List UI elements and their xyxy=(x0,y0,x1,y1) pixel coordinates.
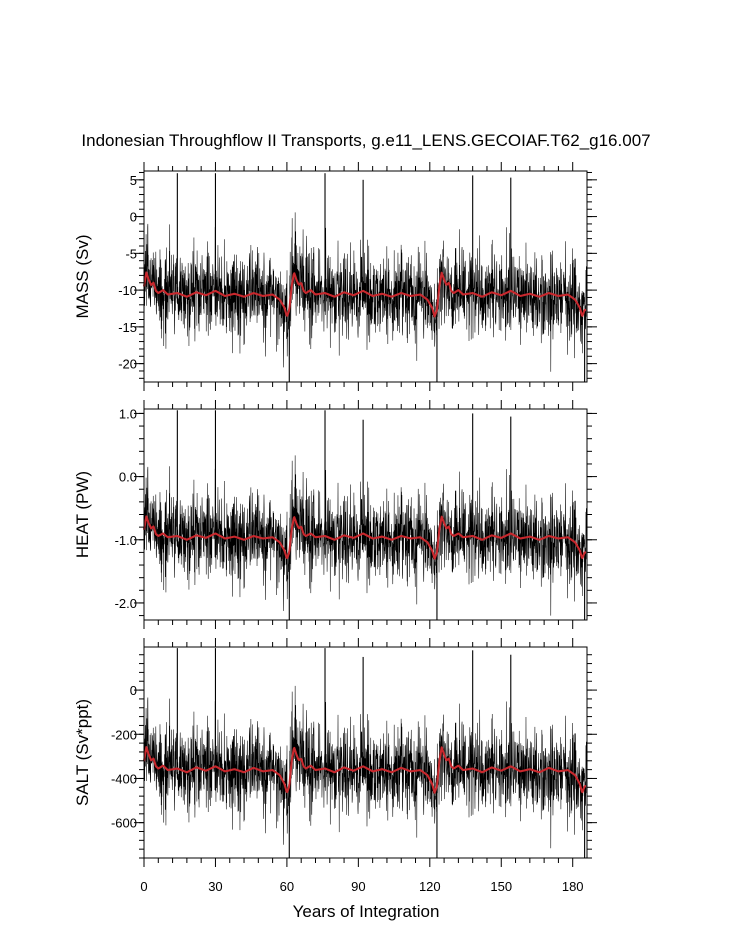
x-tick-label: 180 xyxy=(562,879,584,894)
salt-raw-series-line xyxy=(143,685,588,849)
chart-title: Indonesian Throughflow II Transports, g.… xyxy=(81,131,650,150)
x-tick-label: 120 xyxy=(419,879,441,894)
salt-y-axis-title: SALT (Sv*ppt) xyxy=(73,699,92,806)
panel-mass: 5 0 -5 -10 -15 -20 MASS (Sv) xyxy=(73,162,597,391)
salt-y-tick-label: -400 xyxy=(111,771,137,786)
panel-heat: 1.0 0.0 -1.0 -2.0 HEAT (PW) xyxy=(73,400,597,629)
mass-y-axis-title: MASS (Sv) xyxy=(73,234,92,318)
heat-smoothed-series-line xyxy=(142,515,587,560)
chart-panels: 5 0 -5 -10 -15 -20 MASS (Sv) 1.0 0.0 -1.0 -2.0 HEAT… xyxy=(73,162,597,894)
x-tick-label: 30 xyxy=(208,879,222,894)
x-tick-label: 150 xyxy=(490,879,512,894)
mass-y-tick-label: -20 xyxy=(118,357,137,372)
salt-y-tick-label: -200 xyxy=(111,727,137,742)
salt-panel-frame xyxy=(143,646,588,859)
x-axis-title: Years of Integration xyxy=(293,902,440,921)
mass-raw-series-line xyxy=(143,212,588,372)
heat-y-tick-label: 1.0 xyxy=(119,406,137,421)
heat-raw-series-line xyxy=(143,455,588,616)
x-tick-label: 90 xyxy=(351,879,365,894)
mass-y-tick-label: -5 xyxy=(125,246,137,261)
x-tick-label: 0 xyxy=(140,879,147,894)
heat-y-tick-label: -1.0 xyxy=(115,533,137,548)
mass-y-tick-label: -10 xyxy=(118,283,137,298)
panel-salt: 0 -200 -400 -600 SALT (Sv*ppt) xyxy=(73,638,597,867)
salt-y-tick-label: 0 xyxy=(130,683,137,698)
mass-y-tick-label: 0 xyxy=(130,210,137,225)
mass-panel-frame xyxy=(143,170,588,383)
heat-y-tick-label: -2.0 xyxy=(115,596,137,611)
heat-y-axis-title: HEAT (PW) xyxy=(73,471,92,558)
mass-y-tick-label: -15 xyxy=(118,320,137,335)
mass-smoothed-series-line xyxy=(142,271,587,318)
x-tick-label: 60 xyxy=(280,879,294,894)
salt-smoothed-series-line xyxy=(142,746,587,794)
salt-y-tick-label: -600 xyxy=(111,816,137,831)
heat-y-tick-label: 0.0 xyxy=(119,470,137,485)
mass-y-tick-label: 5 xyxy=(130,173,137,188)
